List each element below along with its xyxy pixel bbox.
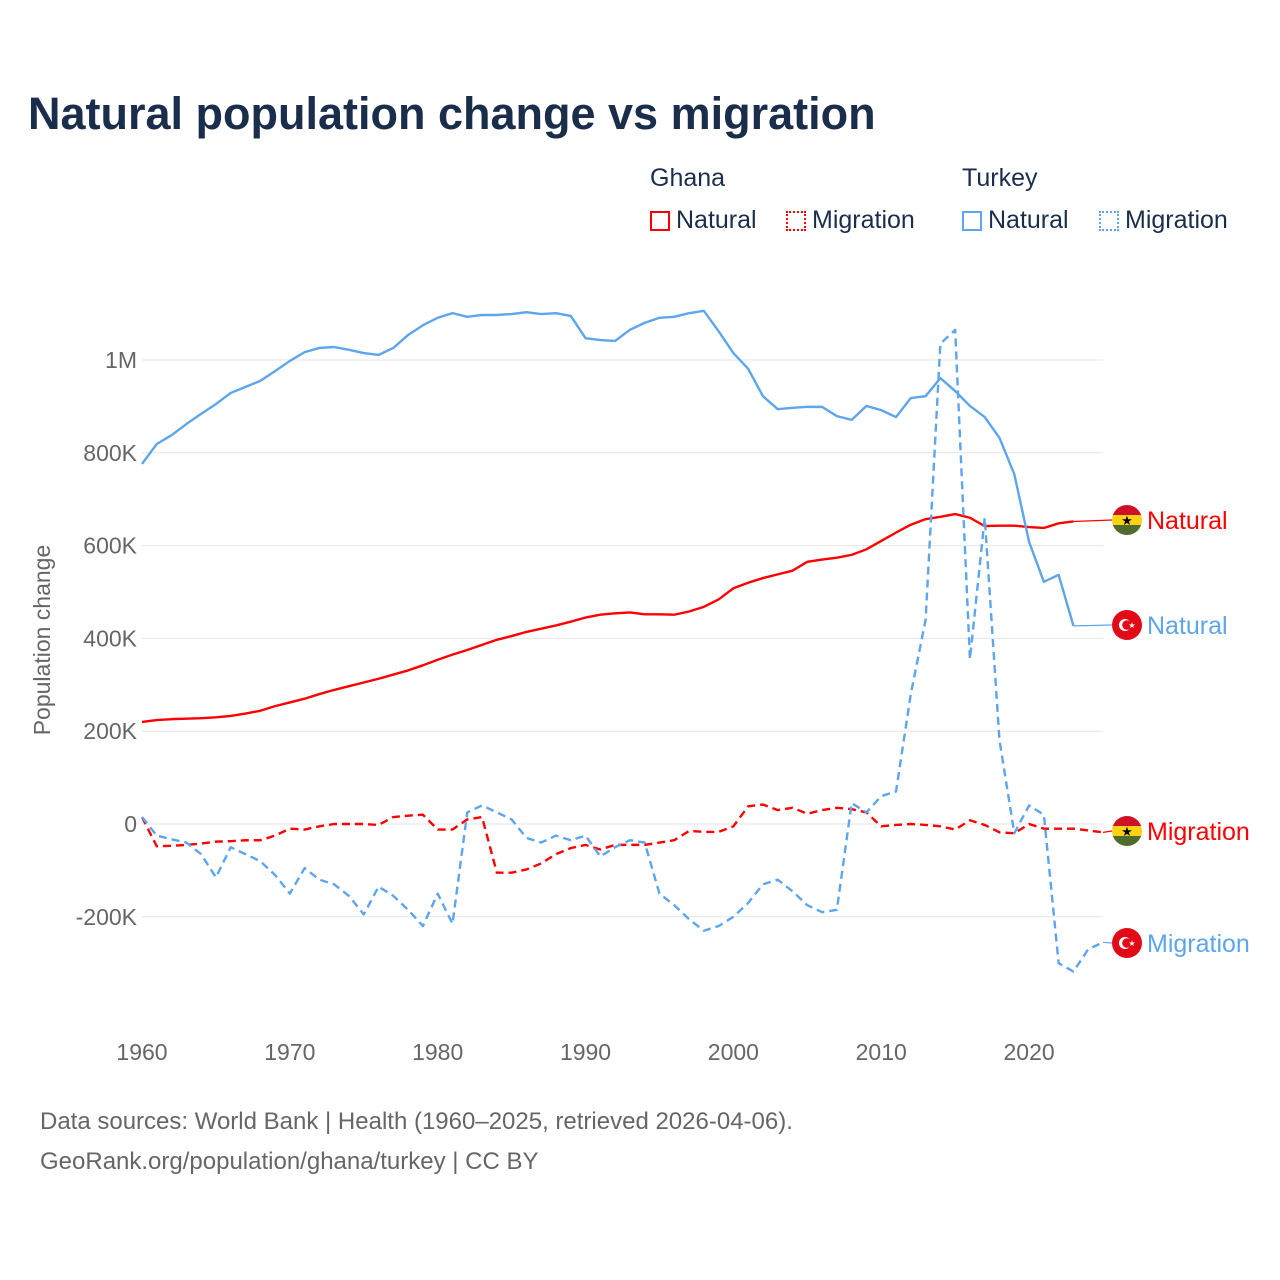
connector-line: [1102, 941, 1113, 944]
x-tick-label: 1990: [560, 1039, 611, 1065]
connector-line: [1073, 519, 1113, 523]
turkey-flag-star: ★: [1128, 621, 1135, 630]
legend-ghana-natural[interactable]: Natural: [650, 206, 757, 235]
chart-title: Natural population change vs migration: [28, 88, 876, 139]
y-tick-label: 600K: [83, 533, 137, 559]
end-label: Migration: [1147, 818, 1250, 846]
connector-line: [1073, 624, 1113, 627]
legend-label: Migration: [1125, 206, 1228, 234]
ghana-flag-icon: ★: [1112, 816, 1142, 846]
y-tick-label: 400K: [83, 625, 137, 651]
svg-text:★: ★: [1121, 824, 1133, 839]
end-label: Migration: [1147, 930, 1250, 958]
x-tick-label: 2000: [708, 1039, 759, 1065]
x-tick-label: 1980: [412, 1039, 463, 1065]
x-tick-label: 2020: [1003, 1039, 1054, 1065]
end-label: Natural: [1147, 507, 1228, 535]
y-tick-label: 0: [124, 811, 137, 837]
y-tick-label: 1M: [105, 347, 137, 373]
legend-swatch: [650, 210, 670, 231]
x-tick-label: 1970: [264, 1039, 315, 1065]
end-label: Natural: [1147, 612, 1228, 640]
legend-label: Migration: [812, 206, 915, 234]
y-tick-label: 200K: [83, 718, 137, 744]
series-line-ghana-migration: [140, 803, 1104, 874]
x-tick-label: 2010: [856, 1039, 907, 1065]
x-tick-label: 1960: [116, 1039, 167, 1065]
y-axis-label: Population change: [29, 545, 55, 736]
legend-country-ghana: Ghana: [650, 164, 726, 192]
y-tick-label: 800K: [83, 440, 137, 466]
legend-swatch: [1099, 210, 1119, 231]
legend-country-turkey: Turkey: [962, 164, 1038, 192]
series-line-ghana-natural: [141, 512, 1074, 724]
turkey-flag-crescent-cut: [1122, 938, 1132, 948]
footer-sources: Data sources: World Bank | Health (1960–…: [40, 1108, 793, 1135]
legend-turkey-natural[interactable]: Natural: [962, 206, 1069, 235]
legend-label: Natural: [988, 206, 1069, 234]
y-tick-label: -200K: [76, 904, 138, 930]
legend-swatch: [786, 210, 806, 231]
svg-text:★: ★: [1121, 513, 1133, 528]
turkey-flag-star: ★: [1128, 939, 1135, 948]
footer-credit[interactable]: GeoRank.org/population/ghana/turkey | CC…: [40, 1148, 539, 1175]
connector-line: [1102, 830, 1113, 833]
series-line-turkey-migration: [141, 328, 1104, 973]
turkey-flag-crescent-cut: [1122, 620, 1132, 630]
series-line-turkey-natural: [141, 309, 1075, 627]
legend-swatch: [962, 210, 982, 231]
legend-ghana-migration[interactable]: Migration: [786, 206, 915, 235]
ghana-flag-icon: ★: [1112, 505, 1142, 535]
legend-label: Natural: [676, 206, 757, 234]
legend-turkey-migration[interactable]: Migration: [1099, 206, 1228, 235]
